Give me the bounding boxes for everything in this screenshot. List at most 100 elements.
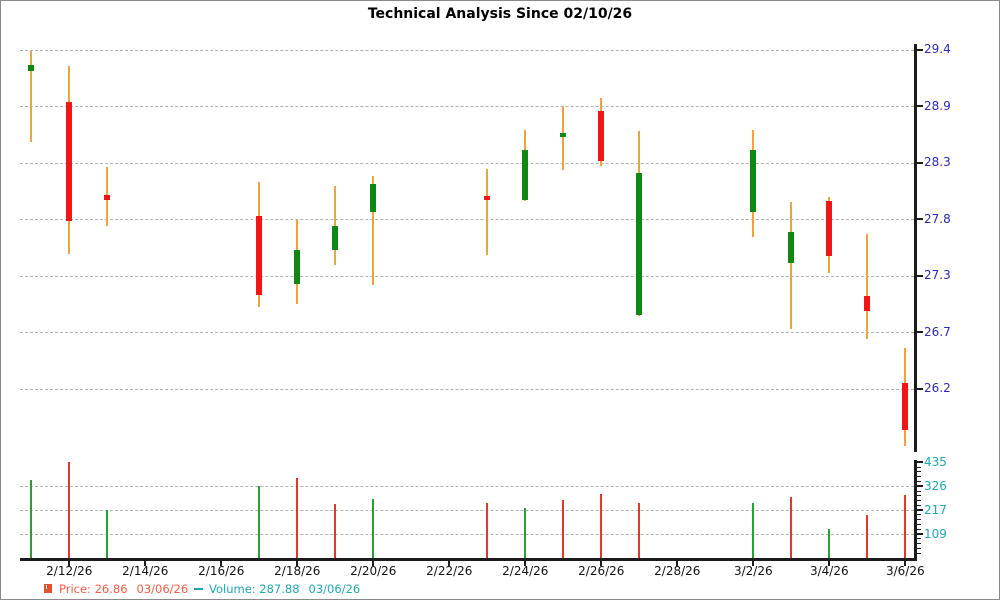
volume-bar [790, 496, 793, 558]
price-axis-label: 27.3 [924, 268, 951, 282]
candle-body-up [332, 226, 339, 250]
date-axis-tick [600, 561, 603, 566]
price-gridline [20, 219, 914, 220]
date-axis-label: 3/4/26 [809, 564, 849, 578]
price-axis-label: 27.8 [924, 211, 951, 226]
candle-wick [372, 175, 375, 285]
date-axis-tick [676, 561, 679, 566]
volume-bar [828, 529, 831, 558]
volume-axis-minor-tick [917, 547, 921, 549]
date-axis-label: 2/28/26 [654, 564, 701, 578]
legend: Price: 26.86 03/06/26 Volume: 287.88 03/06… [1, 580, 999, 598]
chart-title: Technical Analysis Since 02/10/26 [367, 6, 633, 22]
date-axis-label: 2/26/26 [578, 564, 625, 578]
volume-bar [68, 461, 71, 558]
volume-axis-tick [917, 485, 923, 488]
volume-axis-minor-tick [917, 538, 921, 540]
volume-gridline [20, 486, 914, 488]
price-axis-label: 26.2 [924, 381, 951, 395]
candle-wick [790, 202, 793, 330]
candle-body-down [104, 194, 111, 200]
price-axis-tick [917, 48, 923, 51]
price-axis-tick [917, 274, 923, 277]
volume-axis-minor-tick [917, 552, 921, 554]
date-axis-tick [68, 561, 71, 566]
candle-wick [30, 50, 33, 142]
volume-axis-minor-tick [917, 528, 921, 530]
candle-body-down [864, 296, 871, 312]
date-axis-tick [524, 561, 527, 566]
price-gridline [20, 162, 914, 164]
price-gridline [20, 332, 914, 333]
volume-axis-label: 217 [924, 502, 947, 517]
volume-axis-minor-tick [917, 466, 921, 468]
volume-axis-label: 435 [924, 454, 947, 469]
price-axis-tick [917, 218, 923, 220]
volume-axis-tick [917, 461, 923, 464]
volume-axis-line [914, 460, 917, 561]
volume-bar [904, 494, 907, 558]
candle-body-up [370, 184, 377, 212]
candle-body-down [598, 110, 605, 161]
volume-bar [258, 485, 261, 558]
price-axis-label: 28.9 [924, 98, 951, 113]
volume-bar [334, 503, 337, 558]
candle-wick [562, 105, 565, 171]
price-gridline [20, 49, 914, 51]
volume-axis-label: 109 [924, 526, 947, 541]
candle-wick [866, 233, 869, 339]
price-axis-tick [917, 331, 923, 333]
price-axis-tick [917, 161, 923, 164]
date-axis-label: 2/22/26 [426, 564, 473, 578]
candle-body-down [826, 200, 833, 257]
candle-body-up [750, 150, 757, 212]
volume-gridline [20, 534, 914, 536]
candle-body-down [902, 383, 909, 430]
candle-body-up [28, 65, 35, 71]
candle-body-up [294, 249, 301, 284]
volume-axis-minor-tick [917, 471, 921, 473]
price-gridline [20, 106, 914, 107]
price-legend-date: 03/06/26 [136, 582, 189, 596]
date-axis-label: 2/20/26 [350, 564, 397, 578]
date-axis-label: 2/14/26 [122, 564, 169, 578]
price-legend-value: Price: 26.86 [59, 582, 128, 596]
candle-body-up [788, 231, 795, 264]
price-axis-label: 29.4 [924, 42, 951, 56]
price-axis-line [914, 44, 917, 452]
volume-bar [372, 499, 375, 558]
candle-body-up [636, 173, 643, 316]
candle-body-up [560, 133, 567, 138]
price-axis-label: 28.3 [924, 155, 951, 169]
volume-legend-value: Volume: 287.88 [209, 582, 300, 596]
volume-axis-label: 326 [924, 478, 947, 493]
date-axis-label: 3/6/26 [885, 564, 925, 578]
date-axis-tick [752, 561, 755, 566]
volume-axis-tick [917, 509, 923, 512]
volume-series-marker-icon [194, 588, 203, 590]
volume-legend-date: 03/06/26 [308, 582, 361, 596]
volume-axis-minor-tick [917, 481, 921, 483]
volume-axis-minor-tick [917, 490, 921, 492]
volume-bar [486, 502, 489, 558]
date-axis-tick [372, 561, 375, 566]
volume-bar [866, 515, 869, 558]
volume-bar [30, 480, 33, 558]
volume-axis-minor-tick [917, 543, 921, 545]
candle-body-down [66, 102, 73, 222]
date-axis-tick [296, 561, 299, 566]
volume-axis-minor-tick [917, 500, 921, 502]
volume-axis-minor-tick [917, 504, 921, 506]
candle-body-down [256, 215, 263, 296]
volume-bar [106, 510, 109, 558]
volume-gridline [20, 510, 914, 512]
volume-bar [524, 507, 527, 558]
volume-axis-minor-tick [917, 514, 921, 516]
x-axis-line [20, 558, 917, 561]
candle-body-down [484, 195, 491, 200]
price-gridline [20, 388, 914, 390]
date-axis-tick [220, 561, 223, 566]
volume-axis-tick [917, 533, 923, 536]
